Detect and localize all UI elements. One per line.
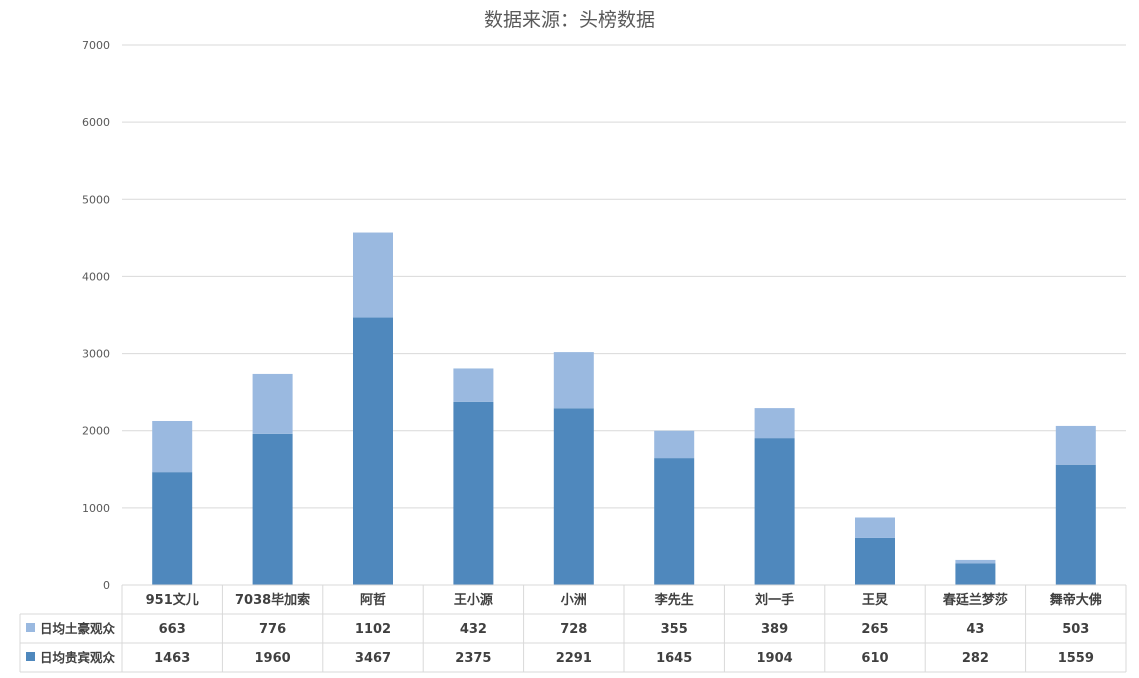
data-table-value: 43 <box>966 622 984 637</box>
category-label: 舞帝大佛 <box>1049 592 1102 608</box>
bar-segment <box>152 420 193 473</box>
data-table-value: 1904 <box>757 651 793 666</box>
bar-segment <box>955 563 996 585</box>
data-table-value: 1102 <box>355 622 391 637</box>
category-label: 王小源 <box>454 592 493 608</box>
bar-segment <box>855 517 895 538</box>
data-table-value: 282 <box>962 651 989 666</box>
bar-segment <box>955 559 996 564</box>
data-table-value: 610 <box>861 651 888 666</box>
data-table-value: 355 <box>661 622 688 637</box>
bar-segment <box>553 408 594 585</box>
data-table-value: 728 <box>560 622 587 637</box>
data-table-value: 1960 <box>255 651 291 666</box>
bar-segment <box>754 408 795 439</box>
data-table-value: 663 <box>159 622 186 637</box>
category-label: 王炅 <box>862 592 889 608</box>
y-tick-label: 2000 <box>82 425 110 438</box>
data-table-value: 1463 <box>154 651 190 666</box>
category-label: 小洲 <box>561 593 587 608</box>
legend-swatch <box>26 623 35 632</box>
bar-segment <box>754 438 795 585</box>
bar-segment <box>1055 425 1096 465</box>
category-label: 阿哲 <box>360 592 386 608</box>
category-label: 春廷兰梦莎 <box>942 592 1008 608</box>
chart-title: 数据来源：头榜数据 <box>483 9 655 31</box>
data-table-value: 432 <box>460 622 487 637</box>
bar-segment <box>453 368 494 402</box>
y-tick-label: 6000 <box>82 116 110 129</box>
bar-segment <box>252 433 293 585</box>
data-table-value: 3467 <box>355 651 391 666</box>
legend-swatch <box>26 652 35 661</box>
bar-segment <box>152 472 193 585</box>
data-table-value: 265 <box>861 622 888 637</box>
category-label: 7038毕加索 <box>235 592 310 608</box>
bar-segment <box>654 430 695 459</box>
data-table-value: 503 <box>1062 622 1089 637</box>
y-tick-label: 4000 <box>82 270 110 283</box>
bar-segment <box>553 352 594 409</box>
data-table-value: 776 <box>259 622 286 637</box>
data-table-value: 2291 <box>556 651 592 666</box>
bar-segment <box>353 232 393 318</box>
bar-segment <box>1055 464 1096 585</box>
category-label: 李先生 <box>654 592 694 608</box>
data-table-value: 2375 <box>455 651 491 666</box>
data-table-value: 1645 <box>656 651 692 666</box>
category-label: 951文儿 <box>146 592 199 608</box>
legend-label: 日均贵宾观众 <box>40 650 116 665</box>
bar-segment <box>855 537 895 585</box>
y-tick-label: 3000 <box>82 348 110 361</box>
bar-segment <box>453 401 494 585</box>
legend-label: 日均土豪观众 <box>40 621 116 636</box>
bar-segment <box>252 373 293 434</box>
data-table-value: 389 <box>761 622 788 637</box>
y-tick-label: 5000 <box>82 193 110 206</box>
y-tick-label: 0 <box>103 579 110 592</box>
bar-segment <box>654 458 695 585</box>
data-table-value: 1559 <box>1058 651 1094 666</box>
y-tick-label: 7000 <box>82 39 110 52</box>
bar-segment <box>353 317 393 585</box>
y-tick-label: 1000 <box>82 502 110 515</box>
category-label: 刘一手 <box>755 592 794 608</box>
